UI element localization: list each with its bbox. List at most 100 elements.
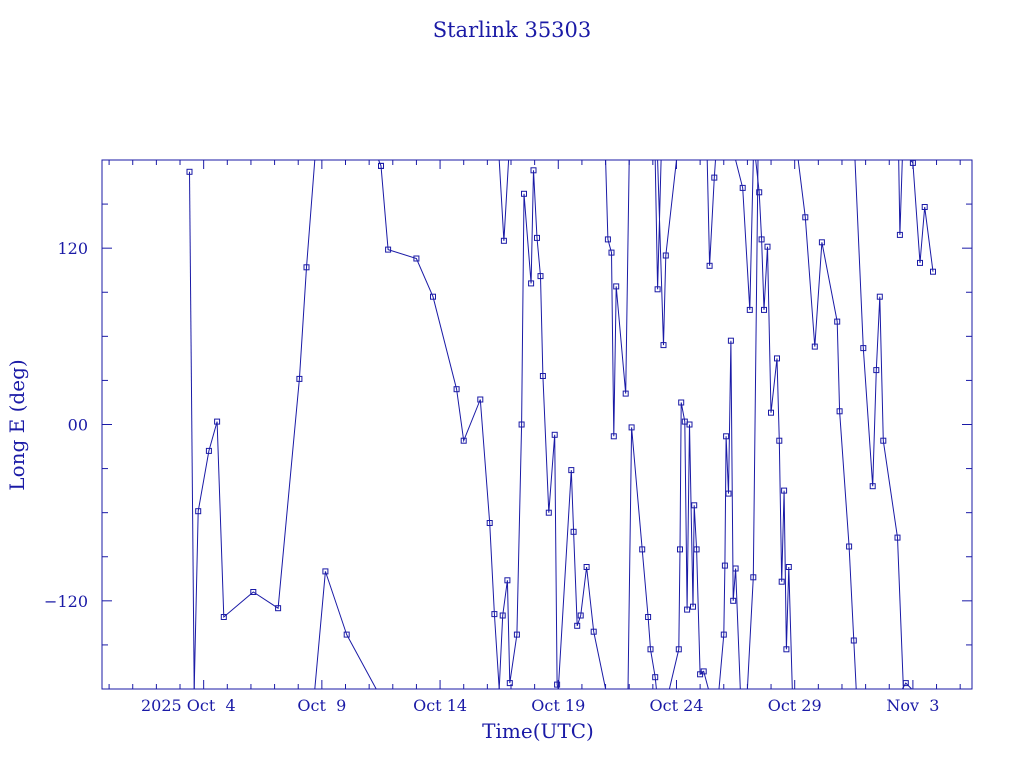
data-point (303, 264, 310, 271)
data-point (930, 268, 936, 275)
chart-title: Starlink 35303 (433, 18, 592, 42)
data-point (860, 345, 867, 352)
data-point (652, 674, 659, 681)
data-point (322, 568, 329, 575)
data-point (654, 286, 661, 293)
data-point (785, 564, 792, 570)
data-point (660, 342, 667, 349)
data-point (662, 252, 669, 259)
data-point (530, 167, 537, 174)
data-point (684, 606, 691, 613)
data-point (539, 373, 546, 379)
data-point (460, 437, 467, 444)
data-point (677, 546, 683, 553)
x-tick-label: 2025 Oct 4 (141, 696, 236, 715)
data-point (700, 668, 707, 675)
data-point (850, 637, 857, 644)
data-point (537, 273, 544, 280)
series-line (746, 160, 759, 689)
x-tick-label: Oct 24 (650, 696, 704, 715)
series-line (735, 160, 754, 310)
data-point (214, 418, 221, 425)
data-point (486, 520, 493, 526)
y-tick-label: 00 (68, 416, 88, 435)
data-point (917, 259, 923, 266)
data-point (778, 578, 785, 585)
data-point (873, 367, 880, 374)
data-point (720, 631, 727, 638)
series-line (718, 340, 741, 689)
data-point (781, 487, 788, 494)
data-point (675, 646, 682, 653)
data-point (205, 447, 212, 454)
series-line (901, 682, 913, 689)
data-point (583, 564, 590, 570)
data-point (902, 680, 909, 687)
data-point (706, 262, 713, 269)
data-point (732, 565, 739, 572)
data-point (880, 437, 887, 444)
data-point (499, 612, 506, 619)
data-point (521, 190, 527, 197)
series-line (797, 160, 857, 689)
data-point (577, 612, 584, 619)
data-point (723, 433, 730, 440)
series-line (498, 160, 510, 241)
data-point (628, 424, 635, 431)
data-point (513, 631, 520, 638)
data-point (568, 467, 575, 474)
data-point (721, 562, 728, 569)
data-point (921, 204, 928, 210)
data-point (639, 546, 646, 553)
data-point (691, 502, 698, 509)
x-tick-label: Oct 9 (297, 696, 346, 715)
data-point (453, 386, 460, 393)
data-point (690, 603, 696, 610)
series-line (193, 160, 316, 689)
data-point (570, 528, 577, 535)
data-point (430, 293, 436, 300)
data-point (610, 433, 617, 440)
data-point (876, 293, 883, 300)
data-point (551, 431, 558, 438)
series-line (314, 571, 377, 689)
y-axis-label: Long E (deg) (5, 359, 29, 490)
data-point (783, 646, 790, 653)
data-point (739, 184, 746, 191)
data-point (693, 546, 700, 553)
data-point (750, 574, 757, 581)
data-point (711, 174, 718, 181)
series-line (654, 160, 662, 290)
series-line (627, 427, 657, 689)
data-point (846, 543, 853, 550)
plot-area: 2025 Oct 4 Oct 9 Oct 14 Oct 19 Oct 24 Oct 29 N… (44, 159, 973, 715)
series-line (189, 171, 195, 689)
series-line (378, 160, 500, 689)
data-point (894, 534, 901, 541)
data-point (768, 409, 774, 416)
data-point (491, 611, 498, 618)
data-point (506, 680, 513, 687)
y-tick-label: −120 (44, 592, 88, 611)
data-point (758, 236, 765, 243)
data-point (756, 189, 763, 196)
data-point (518, 421, 525, 428)
data-point (545, 509, 552, 516)
data-point (896, 231, 903, 238)
data-point (574, 622, 581, 629)
series-line (706, 160, 716, 266)
data-point (186, 168, 193, 175)
x-tick-label: Oct 14 (413, 696, 467, 715)
data-point (811, 343, 818, 350)
data-point (195, 508, 202, 515)
data-point (275, 605, 282, 612)
data-point (802, 214, 809, 221)
data-point (500, 237, 507, 244)
data-point (528, 280, 535, 287)
data-point (730, 597, 737, 604)
series-line (657, 160, 677, 346)
data-point (250, 589, 257, 595)
data-point (869, 483, 876, 490)
data-point (622, 390, 629, 397)
data-point (678, 399, 685, 406)
